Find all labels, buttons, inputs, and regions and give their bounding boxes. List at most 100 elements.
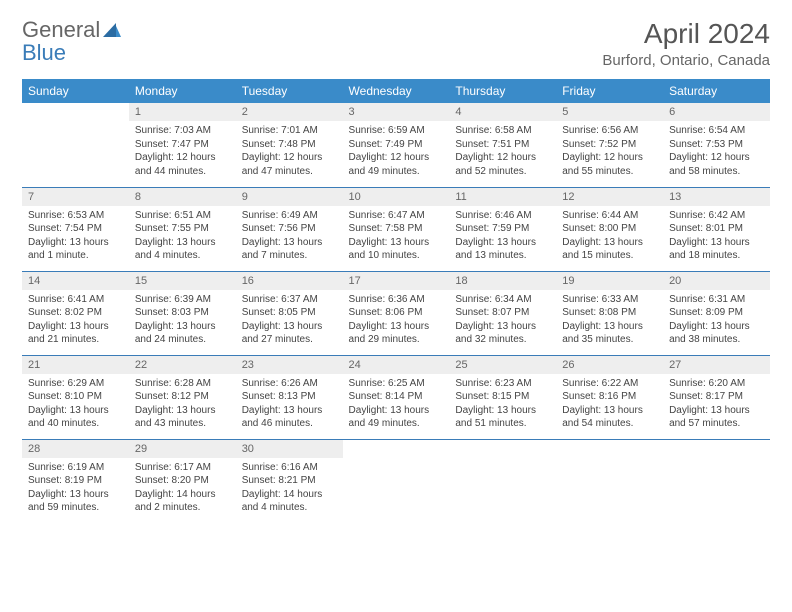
calendar-table: Sunday Monday Tuesday Wednesday Thursday… [22, 79, 770, 523]
day-content: Sunrise: 7:01 AMSunset: 7:48 PMDaylight:… [236, 121, 343, 183]
logo: GeneralBlue [22, 18, 121, 64]
day-content: Sunrise: 6:23 AMSunset: 8:15 PMDaylight:… [449, 374, 556, 436]
calendar-cell: 15Sunrise: 6:39 AMSunset: 8:03 PMDayligh… [129, 271, 236, 355]
day-number: 11 [449, 188, 556, 206]
day-number: 12 [556, 188, 663, 206]
day-content: Sunrise: 6:33 AMSunset: 8:08 PMDaylight:… [556, 290, 663, 352]
calendar-cell: 8Sunrise: 6:51 AMSunset: 7:55 PMDaylight… [129, 187, 236, 271]
day-content: Sunrise: 6:19 AMSunset: 8:19 PMDaylight:… [22, 458, 129, 520]
day-number: 17 [343, 272, 450, 290]
day-number: 23 [236, 356, 343, 374]
calendar-cell: 11Sunrise: 6:46 AMSunset: 7:59 PMDayligh… [449, 187, 556, 271]
day-content: Sunrise: 6:34 AMSunset: 8:07 PMDaylight:… [449, 290, 556, 352]
calendar-cell: 24Sunrise: 6:25 AMSunset: 8:14 PMDayligh… [343, 355, 450, 439]
weekday-header: Wednesday [343, 79, 450, 103]
day-number: 2 [236, 103, 343, 121]
day-content: Sunrise: 6:16 AMSunset: 8:21 PMDaylight:… [236, 458, 343, 520]
day-number: 19 [556, 272, 663, 290]
day-content: Sunrise: 6:58 AMSunset: 7:51 PMDaylight:… [449, 121, 556, 183]
calendar-row: 7Sunrise: 6:53 AMSunset: 7:54 PMDaylight… [22, 187, 770, 271]
day-number: 13 [663, 188, 770, 206]
day-content: Sunrise: 6:53 AMSunset: 7:54 PMDaylight:… [22, 206, 129, 268]
day-number: 20 [663, 272, 770, 290]
day-number: 18 [449, 272, 556, 290]
day-content: Sunrise: 6:44 AMSunset: 8:00 PMDaylight:… [556, 206, 663, 268]
calendar-cell: 1Sunrise: 7:03 AMSunset: 7:47 PMDaylight… [129, 103, 236, 187]
day-number: 30 [236, 440, 343, 458]
calendar-cell: 26Sunrise: 6:22 AMSunset: 8:16 PMDayligh… [556, 355, 663, 439]
day-content: Sunrise: 6:29 AMSunset: 8:10 PMDaylight:… [22, 374, 129, 436]
day-content: Sunrise: 6:46 AMSunset: 7:59 PMDaylight:… [449, 206, 556, 268]
day-number: 8 [129, 188, 236, 206]
calendar-cell [22, 103, 129, 187]
day-number: 24 [343, 356, 450, 374]
day-content: Sunrise: 6:28 AMSunset: 8:12 PMDaylight:… [129, 374, 236, 436]
page-header: GeneralBlue April 2024 Burford, Ontario,… [22, 18, 770, 69]
calendar-cell: 5Sunrise: 6:56 AMSunset: 7:52 PMDaylight… [556, 103, 663, 187]
day-content: Sunrise: 6:47 AMSunset: 7:58 PMDaylight:… [343, 206, 450, 268]
weekday-header: Friday [556, 79, 663, 103]
day-number: 29 [129, 440, 236, 458]
day-number: 22 [129, 356, 236, 374]
calendar-cell: 14Sunrise: 6:41 AMSunset: 8:02 PMDayligh… [22, 271, 129, 355]
calendar-cell: 10Sunrise: 6:47 AMSunset: 7:58 PMDayligh… [343, 187, 450, 271]
day-number: 21 [22, 356, 129, 374]
calendar-cell: 28Sunrise: 6:19 AMSunset: 8:19 PMDayligh… [22, 439, 129, 523]
day-content: Sunrise: 6:37 AMSunset: 8:05 PMDaylight:… [236, 290, 343, 352]
day-number: 6 [663, 103, 770, 121]
calendar-cell: 25Sunrise: 6:23 AMSunset: 8:15 PMDayligh… [449, 355, 556, 439]
day-number: 1 [129, 103, 236, 121]
day-content: Sunrise: 6:56 AMSunset: 7:52 PMDaylight:… [556, 121, 663, 183]
calendar-cell: 2Sunrise: 7:01 AMSunset: 7:48 PMDaylight… [236, 103, 343, 187]
calendar-cell: 19Sunrise: 6:33 AMSunset: 8:08 PMDayligh… [556, 271, 663, 355]
day-content: Sunrise: 6:20 AMSunset: 8:17 PMDaylight:… [663, 374, 770, 436]
calendar-cell: 29Sunrise: 6:17 AMSunset: 8:20 PMDayligh… [129, 439, 236, 523]
day-number: 5 [556, 103, 663, 121]
calendar-cell: 27Sunrise: 6:20 AMSunset: 8:17 PMDayligh… [663, 355, 770, 439]
calendar-cell: 22Sunrise: 6:28 AMSunset: 8:12 PMDayligh… [129, 355, 236, 439]
month-year-title: April 2024 [602, 18, 770, 50]
calendar-cell: 12Sunrise: 6:44 AMSunset: 8:00 PMDayligh… [556, 187, 663, 271]
weekday-header: Saturday [663, 79, 770, 103]
calendar-cell: 9Sunrise: 6:49 AMSunset: 7:56 PMDaylight… [236, 187, 343, 271]
calendar-cell: 17Sunrise: 6:36 AMSunset: 8:06 PMDayligh… [343, 271, 450, 355]
day-content: Sunrise: 7:03 AMSunset: 7:47 PMDaylight:… [129, 121, 236, 183]
calendar-cell: 13Sunrise: 6:42 AMSunset: 8:01 PMDayligh… [663, 187, 770, 271]
day-content: Sunrise: 6:54 AMSunset: 7:53 PMDaylight:… [663, 121, 770, 183]
calendar-cell: 21Sunrise: 6:29 AMSunset: 8:10 PMDayligh… [22, 355, 129, 439]
calendar-cell [449, 439, 556, 523]
calendar-cell: 18Sunrise: 6:34 AMSunset: 8:07 PMDayligh… [449, 271, 556, 355]
weekday-header: Thursday [449, 79, 556, 103]
day-content: Sunrise: 6:49 AMSunset: 7:56 PMDaylight:… [236, 206, 343, 268]
day-number: 15 [129, 272, 236, 290]
weekday-header: Tuesday [236, 79, 343, 103]
weekday-header: Sunday [22, 79, 129, 103]
day-number: 10 [343, 188, 450, 206]
day-number: 16 [236, 272, 343, 290]
calendar-cell: 3Sunrise: 6:59 AMSunset: 7:49 PMDaylight… [343, 103, 450, 187]
weekday-header-row: Sunday Monday Tuesday Wednesday Thursday… [22, 79, 770, 103]
day-number: 14 [22, 272, 129, 290]
day-number: 4 [449, 103, 556, 121]
calendar-cell [343, 439, 450, 523]
day-content: Sunrise: 6:39 AMSunset: 8:03 PMDaylight:… [129, 290, 236, 352]
calendar-row: 14Sunrise: 6:41 AMSunset: 8:02 PMDayligh… [22, 271, 770, 355]
calendar-cell [663, 439, 770, 523]
calendar-cell: 4Sunrise: 6:58 AMSunset: 7:51 PMDaylight… [449, 103, 556, 187]
day-content: Sunrise: 6:26 AMSunset: 8:13 PMDaylight:… [236, 374, 343, 436]
calendar-cell: 7Sunrise: 6:53 AMSunset: 7:54 PMDaylight… [22, 187, 129, 271]
weekday-header: Monday [129, 79, 236, 103]
calendar-cell [556, 439, 663, 523]
day-number: 26 [556, 356, 663, 374]
calendar-cell: 6Sunrise: 6:54 AMSunset: 7:53 PMDaylight… [663, 103, 770, 187]
day-content: Sunrise: 6:36 AMSunset: 8:06 PMDaylight:… [343, 290, 450, 352]
day-content: Sunrise: 6:17 AMSunset: 8:20 PMDaylight:… [129, 458, 236, 520]
calendar-cell: 20Sunrise: 6:31 AMSunset: 8:09 PMDayligh… [663, 271, 770, 355]
day-content: Sunrise: 6:22 AMSunset: 8:16 PMDaylight:… [556, 374, 663, 436]
calendar-row: 28Sunrise: 6:19 AMSunset: 8:19 PMDayligh… [22, 439, 770, 523]
calendar-cell: 23Sunrise: 6:26 AMSunset: 8:13 PMDayligh… [236, 355, 343, 439]
calendar-cell: 16Sunrise: 6:37 AMSunset: 8:05 PMDayligh… [236, 271, 343, 355]
title-block: April 2024 Burford, Ontario, Canada [602, 18, 770, 69]
day-number: 25 [449, 356, 556, 374]
day-content: Sunrise: 6:51 AMSunset: 7:55 PMDaylight:… [129, 206, 236, 268]
